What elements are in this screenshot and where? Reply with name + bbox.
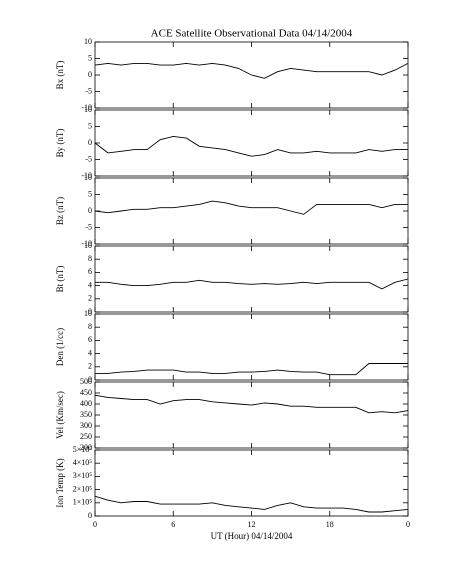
y-tick-label: 2 [88, 362, 92, 371]
y-tick-label: 0 [88, 206, 92, 215]
data-line [95, 363, 408, 376]
y-tick-label: -5 [85, 86, 92, 95]
data-line [94, 135, 408, 157]
y-tick-label: 400 [80, 399, 92, 408]
x-tick-label: 12 [248, 520, 256, 529]
y-tick-label: 5×10⁵ [73, 445, 93, 454]
y-tick-label: 2×10⁵ [73, 484, 93, 493]
y-tick-label: 5 [88, 121, 92, 130]
x-tick-label: 0 [93, 520, 97, 529]
y-tick-label: 4×10⁵ [73, 458, 93, 467]
data-line [94, 200, 408, 215]
y-axis-label: Ion Temp (K) [55, 458, 65, 507]
y-tick-label: 10 [84, 37, 92, 46]
y-tick-label: 0 [88, 70, 92, 79]
y-tick-label: 200 [80, 443, 92, 452]
x-tick-label: 18 [326, 520, 334, 529]
y-tick-label: 350 [80, 410, 92, 419]
y-tick-label: 3×10⁵ [73, 471, 93, 480]
y-tick-label: 0 [88, 307, 92, 316]
x-axis-label: UT (Hour) 04/14/2004 [211, 531, 293, 541]
y-tick-label: 0 [88, 375, 92, 384]
y-tick-label: 10 [84, 173, 92, 182]
data-line [94, 62, 409, 79]
y-axis-label: Den (1/cc) [55, 328, 65, 366]
x-tick-label: 6 [171, 520, 175, 529]
y-tick-label: -10 [81, 239, 92, 248]
y-tick-label: 450 [80, 388, 92, 397]
y-axis-label: By (nT) [55, 129, 65, 158]
y-tick-label: 10 [84, 309, 92, 318]
data-line [95, 278, 409, 290]
y-tick-label: -10 [81, 171, 92, 180]
y-tick-label: 8 [88, 322, 92, 331]
x-tick-label: 0 [406, 520, 410, 529]
y-tick-label: -10 [81, 103, 92, 112]
panel-frame [94, 449, 409, 517]
y-tick-label: 0 [88, 138, 92, 147]
y-tick-label: 6 [88, 267, 92, 276]
y-tick-label: 10 [84, 105, 92, 114]
y-axis-label: Vel (Km/sec) [55, 391, 65, 439]
y-tick-label: 250 [80, 432, 92, 441]
y-tick-label: 8 [88, 254, 92, 263]
y-axis-label: Bt (nT) [55, 266, 65, 293]
y-tick-label: 4 [88, 280, 92, 289]
y-tick-label: 300 [80, 421, 92, 430]
y-axis-label: Bx (nT) [55, 61, 65, 90]
y-tick-label: -5 [85, 222, 92, 231]
panel-frame [94, 381, 409, 449]
y-tick-label: 500 [80, 377, 92, 386]
y-tick-label: 0 [88, 511, 92, 520]
y-tick-label: 2 [88, 294, 92, 303]
data-line [94, 495, 409, 513]
y-tick-label: 5 [88, 53, 92, 62]
y-tick-label: 4 [88, 348, 92, 357]
panel-frame [94, 109, 409, 177]
y-tick-label: 6 [88, 335, 92, 344]
y-tick-label: 1×10⁵ [73, 498, 93, 507]
data-line [94, 394, 409, 414]
y-tick-label: 5 [88, 189, 92, 198]
panel-frame [94, 245, 409, 313]
y-tick-label: -5 [85, 154, 92, 163]
panel-frame [94, 177, 409, 245]
chart-title: ACE Satellite Observational Data 04/14/2… [151, 28, 353, 40]
y-tick-label: 10 [84, 241, 92, 250]
y-axis-label: Bz (nT) [55, 197, 65, 225]
